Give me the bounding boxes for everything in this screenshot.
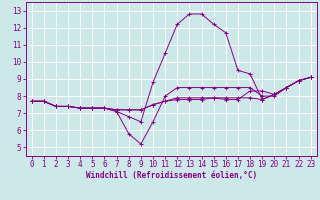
X-axis label: Windchill (Refroidissement éolien,°C): Windchill (Refroidissement éolien,°C) — [86, 171, 257, 180]
